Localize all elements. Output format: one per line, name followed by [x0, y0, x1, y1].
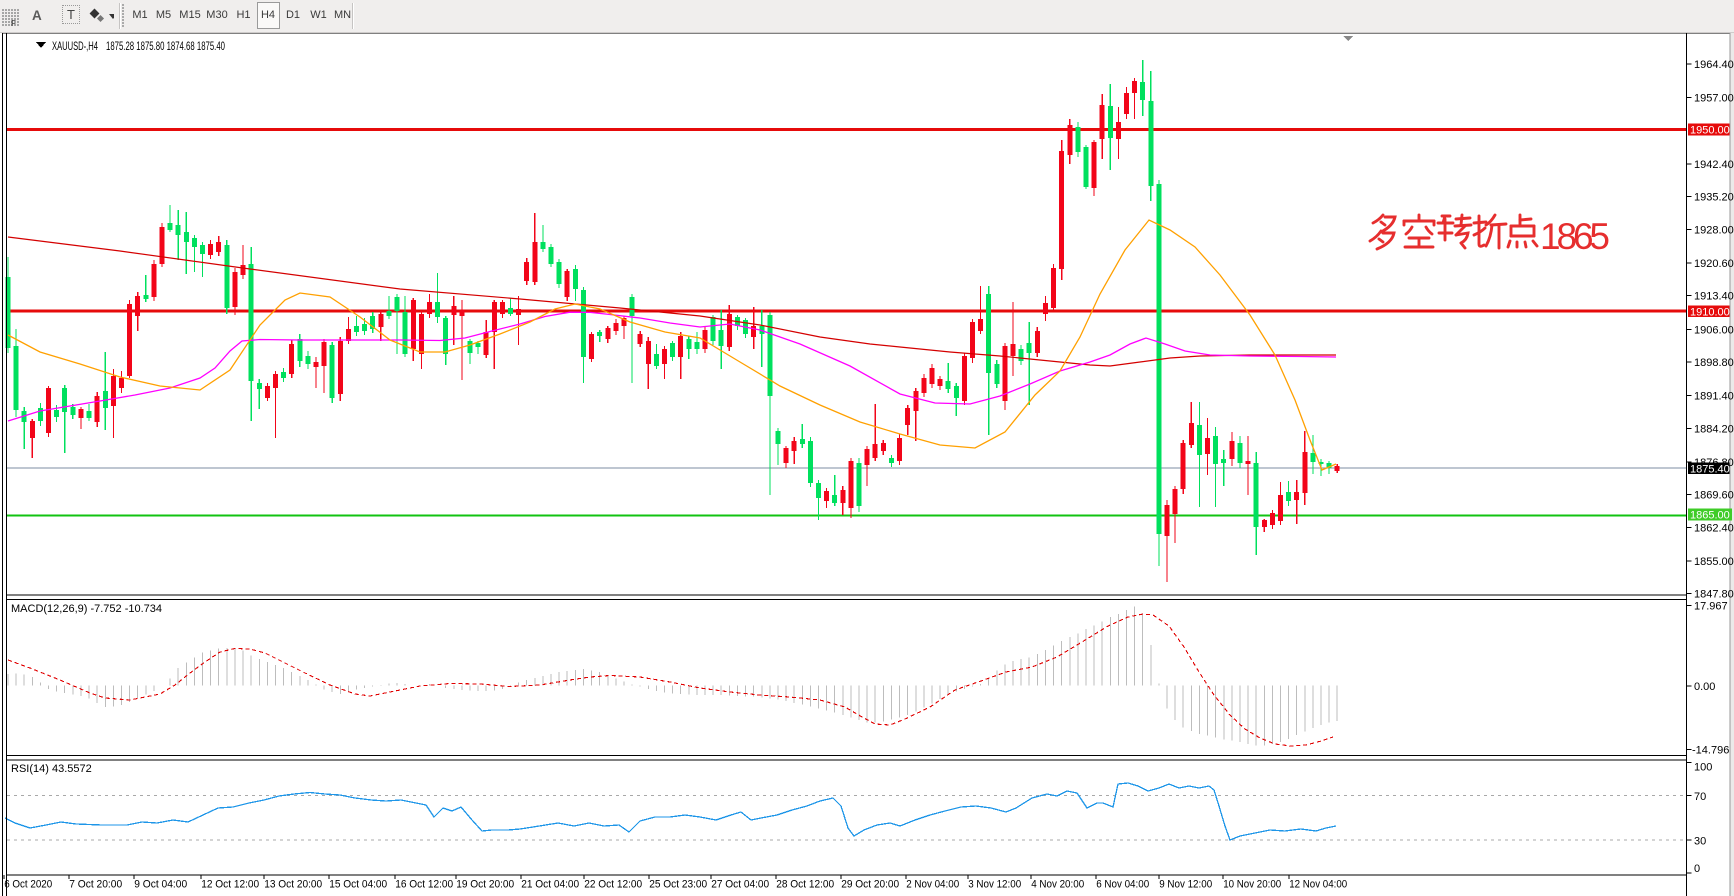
svg-text:6 Oct 2020: 6 Oct 2020: [4, 879, 52, 891]
svg-text:1862.40: 1862.40: [1694, 522, 1734, 534]
svg-text:1875.28 1875.80 1874.68 1875.4: 1875.28 1875.80 1874.68 1875.40: [106, 39, 225, 53]
svg-text:1898.80: 1898.80: [1694, 357, 1734, 369]
svg-text:12 Nov 04:00: 12 Nov 04:00: [1289, 879, 1347, 891]
svg-text:1847.80: 1847.80: [1694, 589, 1734, 601]
svg-text:1964.40: 1964.40: [1694, 59, 1734, 71]
svg-text:30: 30: [1694, 835, 1706, 847]
svg-text:1884.20: 1884.20: [1694, 423, 1734, 435]
svg-text:9 Nov 12:00: 9 Nov 12:00: [1159, 879, 1212, 891]
svg-text:19 Oct 20:00: 19 Oct 20:00: [456, 879, 514, 891]
svg-text:9 Oct 04:00: 9 Oct 04:00: [134, 879, 187, 891]
svg-text:1950.00: 1950.00: [1690, 125, 1730, 137]
svg-text:28 Oct 12:00: 28 Oct 12:00: [776, 879, 834, 891]
svg-text:12 Oct 12:00: 12 Oct 12:00: [201, 879, 259, 891]
svg-text:0: 0: [1694, 863, 1700, 875]
svg-text:1913.40: 1913.40: [1694, 291, 1734, 303]
svg-text:17.967: 17.967: [1694, 601, 1728, 613]
svg-text:F: F: [11, 19, 16, 27]
svg-text:16 Oct 12:00: 16 Oct 12:00: [395, 879, 453, 891]
svg-text:15 Oct 04:00: 15 Oct 04:00: [329, 879, 387, 891]
svg-text:1855.00: 1855.00: [1694, 556, 1734, 568]
svg-text:-14.796: -14.796: [1692, 744, 1729, 756]
svg-text:1942.40: 1942.40: [1694, 159, 1734, 171]
svg-text:22 Oct 12:00: 22 Oct 12:00: [584, 879, 642, 891]
svg-text:13 Oct 20:00: 13 Oct 20:00: [264, 879, 322, 891]
svg-text:1920.60: 1920.60: [1694, 258, 1734, 270]
svg-text:1891.40: 1891.40: [1694, 391, 1734, 403]
svg-text:7 Oct 20:00: 7 Oct 20:00: [69, 879, 122, 891]
svg-text:1935.20: 1935.20: [1694, 192, 1734, 204]
svg-text:RSI(14) 43.5572: RSI(14) 43.5572: [11, 763, 92, 775]
svg-text:27 Oct 04:00: 27 Oct 04:00: [711, 879, 769, 891]
svg-text:2 Nov 04:00: 2 Nov 04:00: [906, 879, 959, 891]
svg-text:100: 100: [1694, 761, 1712, 773]
svg-text:4 Nov 20:00: 4 Nov 20:00: [1031, 879, 1084, 891]
svg-text:XAUUSD-,H4: XAUUSD-,H4: [52, 39, 98, 53]
svg-text:21 Oct 04:00: 21 Oct 04:00: [521, 879, 579, 891]
svg-text:3 Nov 12:00: 3 Nov 12:00: [968, 879, 1021, 891]
svg-text:1910.00: 1910.00: [1690, 306, 1730, 318]
svg-text:1865: 1865: [1540, 216, 1610, 257]
svg-text:1875.40: 1875.40: [1690, 464, 1730, 476]
svg-text:70: 70: [1694, 791, 1706, 803]
svg-text:1865.00: 1865.00: [1690, 510, 1730, 522]
svg-text:29 Oct 20:00: 29 Oct 20:00: [841, 879, 899, 891]
svg-text:10 Nov 20:00: 10 Nov 20:00: [1223, 879, 1281, 891]
svg-text:1928.00: 1928.00: [1694, 224, 1734, 236]
svg-text:1906.00: 1906.00: [1694, 324, 1734, 336]
svg-text:6 Nov 04:00: 6 Nov 04:00: [1096, 879, 1149, 891]
svg-text:0.00: 0.00: [1694, 681, 1715, 693]
svg-text:25 Oct 23:00: 25 Oct 23:00: [649, 879, 707, 891]
svg-text:MACD(12,26,9) -7.752 -10.734: MACD(12,26,9) -7.752 -10.734: [11, 603, 162, 615]
svg-text:1869.60: 1869.60: [1694, 490, 1734, 502]
svg-text:1957.00: 1957.00: [1694, 93, 1734, 105]
